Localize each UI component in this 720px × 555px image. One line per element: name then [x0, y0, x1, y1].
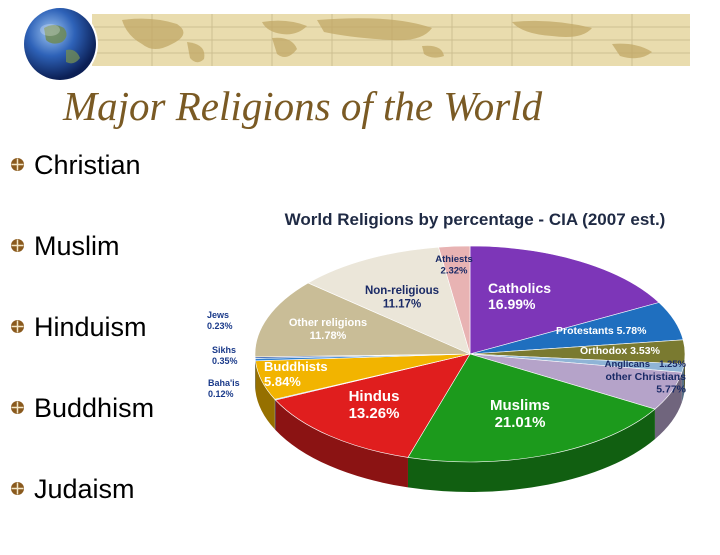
compass-bullet-icon: [10, 238, 25, 253]
pie-label-hindus-value: 13.26%: [349, 405, 400, 422]
bullet-item-christian: Christian: [10, 150, 154, 231]
pie-side-baha-is: [275, 399, 276, 430]
compass-bullet-icon: [10, 400, 25, 415]
pie-label-muslims-value: 21.01%: [495, 414, 546, 431]
pie-label-athiests-value: 2.32%: [441, 266, 468, 277]
bullet-item-judaism: Judaism: [10, 474, 154, 555]
pie-label-buddhists: Buddhists: [264, 359, 328, 374]
pie-label-other-religions-value: 11.78%: [310, 330, 347, 342]
pie-label-protestants: Protestants 5.78%: [556, 325, 647, 337]
bullet-label: Christian: [34, 150, 141, 181]
chart-title: World Religions by percentage - CIA (200…: [285, 210, 666, 229]
pie-label-other-christians-value: 5.77%: [656, 384, 686, 396]
pie-label-non-religious: Non-religious: [365, 285, 439, 297]
pie-label-non-religious-value: 11.17%: [383, 299, 421, 311]
bullet-list: Christian Muslim Hinduism Buddhism Judai…: [10, 150, 154, 555]
pie-label-jews-value: 0.23%: [207, 321, 233, 331]
bullet-label: Judaism: [34, 474, 135, 505]
pie-label-other-christians: other Christians: [605, 371, 686, 383]
pie-label-anglicans-value: 1.25%: [659, 359, 686, 370]
bullet-label: Buddhism: [34, 393, 154, 424]
bullet-label: Muslim: [34, 231, 120, 262]
pie-label-sikhs-value: 0.35%: [212, 356, 238, 366]
pie-label-catholics-value: 16.99%: [488, 296, 536, 312]
pie-label-anglicans: Anglicans: [605, 359, 650, 370]
pie-label-buddhists-value: 5.84%: [264, 374, 301, 389]
bullet-item-muslim: Muslim: [10, 231, 154, 312]
compass-bullet-icon: [10, 319, 25, 334]
pie-label-catholics: Catholics: [488, 280, 551, 296]
pie-label-baha-is-value: 0.12%: [208, 389, 234, 399]
pie-label-jews: Jews: [207, 310, 229, 320]
pie-chart-svg: World Religions by percentage - CIA (200…: [180, 196, 720, 540]
pie-label-baha-is: Baha'is: [208, 378, 240, 388]
compass-bullet-icon: [10, 157, 25, 172]
decorative-map-banner: [92, 14, 690, 66]
pie-label-sikhs: Sikhs: [212, 345, 236, 355]
bullet-label: Hinduism: [34, 312, 147, 343]
pie-label-orthodox: Orthodox 3.53%: [580, 345, 661, 357]
world-map-pattern: [92, 14, 690, 66]
religion-pie-chart: World Religions by percentage - CIA (200…: [180, 196, 720, 540]
bullet-item-buddhism: Buddhism: [10, 393, 154, 474]
pie-label-athiests: Athiests: [435, 254, 472, 265]
page-title: Major Religions of the World: [63, 82, 542, 130]
pie-label-hindus: Hindus: [349, 388, 400, 405]
pie-label-other-religions: Other religions: [289, 317, 367, 329]
compass-bullet-icon: [10, 481, 25, 496]
globe-icon: [22, 6, 98, 82]
bullet-item-hinduism: Hinduism: [10, 312, 154, 393]
pie-label-muslims: Muslims: [490, 397, 550, 414]
